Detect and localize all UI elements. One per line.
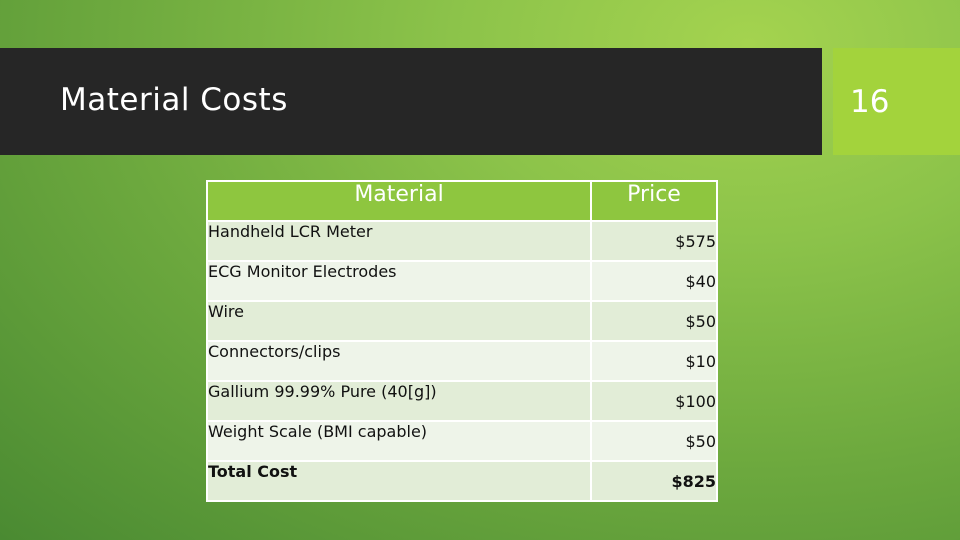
material-cell: Weight Scale (BMI capable) [206, 420, 592, 462]
price-cell: $575 [590, 220, 718, 262]
header-price: Price [590, 180, 718, 222]
price-cell: $100 [590, 380, 718, 422]
total-row: Total Cost $825 [206, 460, 718, 502]
table-row: Handheld LCR Meter $575 [206, 220, 718, 262]
total-price-cell: $825 [590, 460, 718, 502]
table-row: Connectors/clips $10 [206, 340, 718, 382]
table-row: Gallium 99.99% Pure (40[g]) $100 [206, 380, 718, 422]
table-row: Wire $50 [206, 300, 718, 342]
material-cell: Wire [206, 300, 592, 342]
table-row: Weight Scale (BMI capable) $50 [206, 420, 718, 462]
slide-number-box [833, 48, 960, 155]
slide-number: 16 [850, 84, 890, 120]
table-row: ECG Monitor Electrodes $40 [206, 260, 718, 302]
total-label-cell: Total Cost [206, 460, 592, 502]
material-cell: Connectors/clips [206, 340, 592, 382]
material-cell: Handheld LCR Meter [206, 220, 592, 262]
material-costs-table: Material Price Handheld LCR Meter $575 E… [206, 180, 718, 502]
slide-title: Material Costs [60, 82, 288, 118]
material-cell: ECG Monitor Electrodes [206, 260, 592, 302]
table-header-row: Material Price [206, 180, 718, 222]
material-cell: Gallium 99.99% Pure (40[g]) [206, 380, 592, 422]
title-bar [0, 48, 822, 155]
header-material: Material [206, 180, 592, 222]
price-cell: $40 [590, 260, 718, 302]
price-cell: $50 [590, 420, 718, 462]
price-cell: $50 [590, 300, 718, 342]
price-cell: $10 [590, 340, 718, 382]
